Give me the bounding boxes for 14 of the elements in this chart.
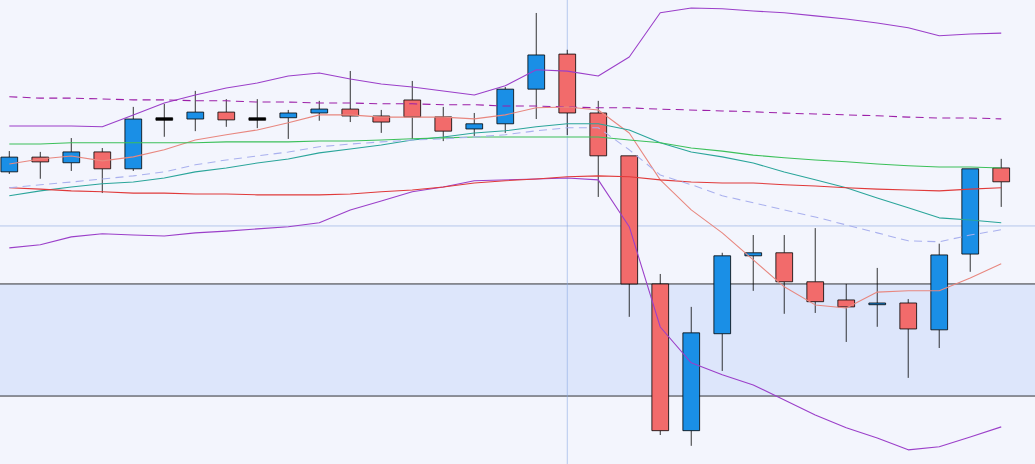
candlestick [992,158,1010,208]
candlestick [496,86,515,134]
candlestick [248,98,267,129]
candlestick [527,12,546,120]
candlestick [186,90,205,132]
candlestick [124,106,143,172]
candlestick [93,147,112,194]
candlestick [279,109,298,140]
candlestick [403,80,422,140]
candlestick [558,49,577,136]
candlestick [899,298,917,379]
candlestick [217,98,236,128]
candlestick [155,103,174,138]
candlestick [0,150,19,175]
